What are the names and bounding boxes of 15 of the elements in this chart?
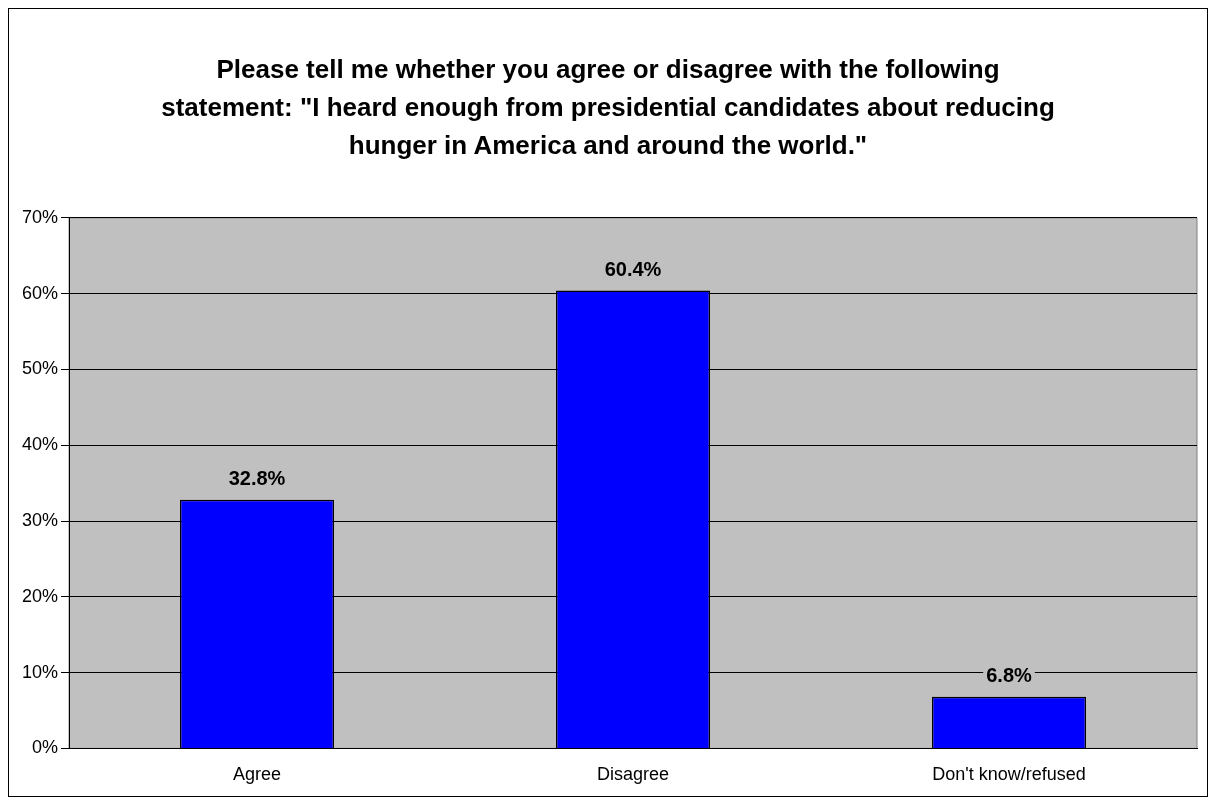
chart-title: Please tell me whether you agree or disagree with the following statement: "I heard enough from presidential candidates about reducing hunger in America and around the world." <box>160 52 1056 162</box>
x-tick-label: Disagree <box>596 764 670 785</box>
x-tick-label: Agree <box>233 764 282 785</box>
x-tick-label: Don't know/refused <box>932 764 1086 785</box>
y-tick-label: 40% <box>22 434 59 455</box>
y-tick-label: 20% <box>22 585 59 606</box>
y-tick-label: 0% <box>32 737 59 758</box>
data-label: 60.4% <box>604 258 662 281</box>
data-label: 32.8% <box>228 467 286 490</box>
y-tick-label: 30% <box>22 509 59 530</box>
y-tick-label: 70% <box>22 206 59 227</box>
y-tick-label: 10% <box>22 661 59 682</box>
data-label: 6.8% <box>986 664 1033 687</box>
y-tick-label: 60% <box>22 282 59 303</box>
y-tick-label: 50% <box>22 358 59 379</box>
